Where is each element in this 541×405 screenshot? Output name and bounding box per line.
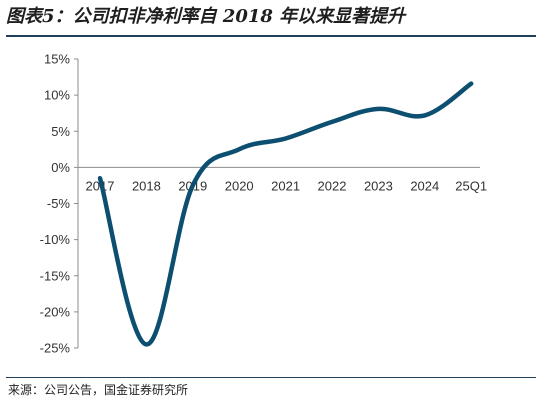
y-tick-label: -25% [40,341,71,356]
y-tick-label: 10% [44,88,70,103]
title-divider [6,35,536,37]
chart-title: 图表5：公司扣非净利率自 2018 年以来显著提升 [6,6,406,27]
x-tick-label: 25Q1 [455,178,487,193]
source-note: 来源：公司公告，国金证券研究所 [8,383,189,397]
y-tick-label: -20% [40,304,71,319]
y-tick-label: 15% [44,52,70,67]
y-tick-label: -5% [47,196,71,211]
y-tick-label: 0% [51,160,70,175]
x-tick-label: 2021 [271,178,300,193]
y-tick-label: -15% [40,268,71,283]
net-margin-series-line [97,81,474,347]
x-tick-label: 2024 [410,178,439,193]
x-tick-label: 2022 [318,178,347,193]
y-tick-label: -10% [40,232,71,247]
x-tick-label: 2020 [225,178,254,193]
source-divider [6,377,536,378]
x-tick-label: 2018 [132,178,161,193]
x-tick-label: 2023 [364,178,393,193]
y-tick-label: 5% [51,124,70,139]
